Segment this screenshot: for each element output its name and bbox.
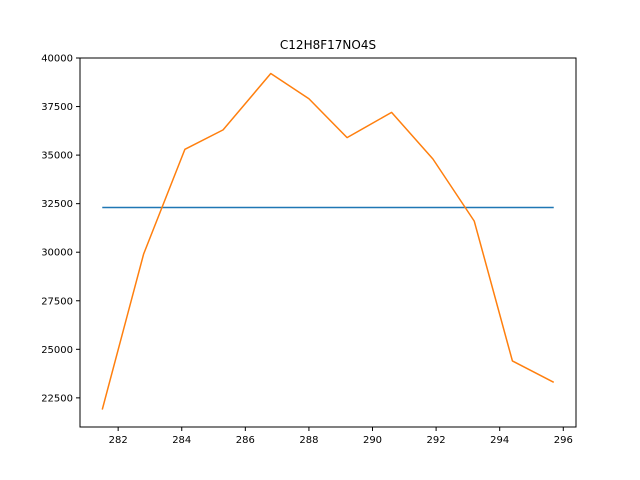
series-layer — [101, 72, 555, 410]
y-tick-label: 32500 — [41, 199, 73, 210]
plot-frame — [79, 57, 577, 428]
x-tick-label: 294 — [490, 435, 509, 446]
y-tick-label: 35000 — [41, 151, 73, 162]
y-tick-label: 37500 — [41, 102, 73, 113]
y-axis: 22500 25000 27500 30000 32500 35000 37500 40000 — [41, 54, 80, 404]
chart-title: C12H8F17NO4S — [280, 38, 376, 52]
x-tick-label: 290 — [363, 435, 382, 446]
y-tick-label: 22500 — [41, 393, 73, 404]
x-tick-label: 288 — [299, 435, 318, 446]
y-tick-label: 30000 — [41, 248, 73, 259]
series-line-2 — [101, 72, 555, 410]
y-tick-label: 25000 — [41, 345, 73, 356]
x-tick-label: 284 — [172, 435, 191, 446]
x-tick-label: 296 — [554, 435, 573, 446]
x-tick-label: 282 — [109, 435, 128, 446]
x-tick-label: 292 — [427, 435, 446, 446]
x-axis: 282 284 286 288 290 292 294 296 — [109, 427, 573, 446]
y-tick-label: 27500 — [41, 296, 73, 307]
x-tick-label: 286 — [236, 435, 255, 446]
y-tick-label: 40000 — [41, 54, 73, 65]
